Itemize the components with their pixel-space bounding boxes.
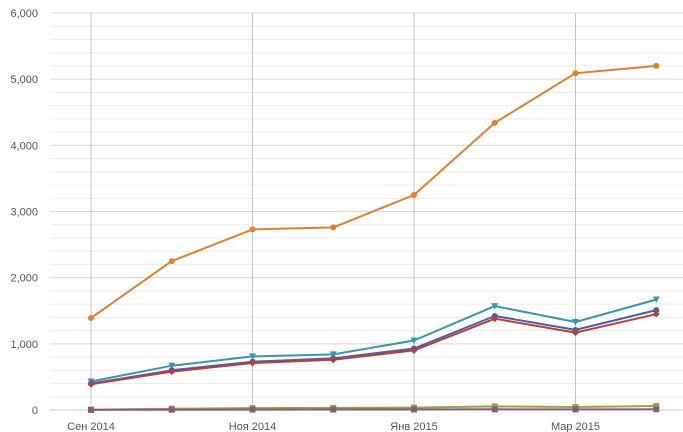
series-1-point	[410, 337, 418, 345]
series-4-line	[90, 405, 657, 411]
series-3-point	[572, 329, 579, 337]
y-tick-label: 0	[32, 405, 38, 417]
series-1-point	[572, 318, 579, 326]
series-1-line	[90, 298, 657, 383]
series-2-line	[90, 309, 657, 385]
series-3-point	[491, 315, 499, 323]
series-5-point	[653, 406, 660, 413]
series-0-point	[168, 258, 175, 265]
series-5-point	[411, 406, 417, 413]
series-0-point	[88, 315, 94, 322]
series-1-point	[652, 296, 660, 304]
y-tick-label: 5,000	[10, 74, 38, 86]
y-tick-label: 6,000	[10, 8, 38, 20]
y-tick-label: 2,000	[10, 273, 38, 285]
series-0-point	[653, 62, 660, 69]
series-0-point	[330, 224, 337, 231]
series-5-point	[330, 406, 337, 413]
x-tick-label: Мар 2015	[551, 421, 600, 432]
series-3-line	[90, 313, 657, 386]
series-0-point	[249, 226, 256, 233]
series-0-point	[411, 191, 417, 198]
y-tick-label: 4,000	[10, 140, 38, 152]
series-5-point	[88, 406, 94, 413]
x-tick-label: Сен 2014	[67, 421, 115, 432]
y-axis: 0 1,000 2,000 3,000 4,000 5,000 6,000	[10, 8, 38, 417]
series-3-point	[249, 359, 256, 367]
series-4-point	[653, 403, 660, 410]
series-0-point	[572, 70, 579, 77]
series-5-point	[168, 406, 175, 413]
y-tick-label: 1,000	[10, 339, 38, 351]
series-group	[87, 62, 660, 413]
series-5-point	[491, 406, 498, 413]
x-tick-label: Янв 2015	[390, 421, 437, 432]
series-5-line	[90, 408, 657, 411]
series-3-point	[410, 346, 418, 354]
series-1-point	[491, 303, 499, 310]
series-2-point	[653, 307, 660, 314]
series-1-point	[168, 362, 176, 370]
series-1-point	[249, 353, 256, 360]
series-3-point	[652, 310, 660, 318]
series-0-point	[491, 119, 498, 126]
series-5-point	[249, 406, 256, 413]
series-3-point	[329, 356, 337, 364]
series-0-line	[90, 64, 657, 319]
series-3-point	[168, 368, 176, 376]
series-3-point	[87, 380, 95, 388]
series-5-point	[572, 406, 579, 413]
x-tick-label: Ноя 2014	[229, 421, 277, 432]
y-tick-label: 3,000	[10, 207, 38, 219]
x-axis: Сен 2014 Ноя 2014 Янв 2015 Мар 2015	[67, 421, 600, 432]
series-1-point	[329, 351, 337, 358]
